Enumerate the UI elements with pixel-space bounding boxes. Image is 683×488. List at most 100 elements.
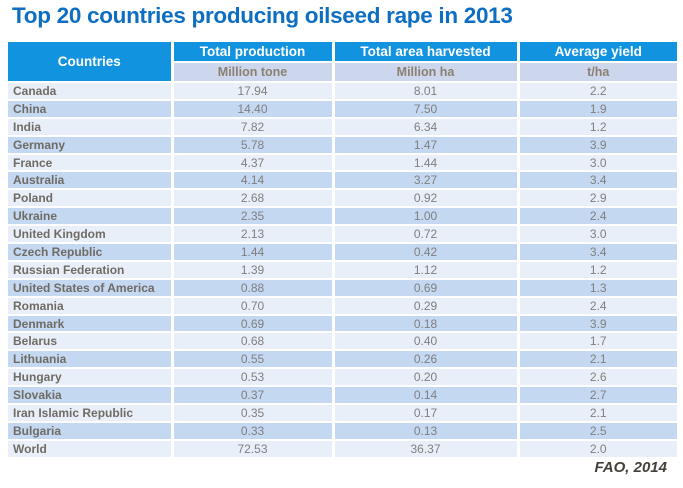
value-cell: 3.27	[333, 171, 520, 191]
oilseed-production-table: Countries Total production Total area ha…	[8, 42, 677, 459]
table-row: Romania 0.70 0.29 2.4	[8, 296, 677, 316]
value-cell: 2.68	[172, 189, 335, 209]
value-cell: 1.47	[333, 135, 520, 155]
country-cell: Bulgaria	[8, 421, 174, 441]
table-row: Germany 5.78 1.47 3.9	[8, 135, 677, 155]
table-row: China 14.40 7.50 1.9	[8, 99, 677, 119]
value-cell: 2.13	[172, 225, 335, 245]
value-cell: 6.34	[333, 117, 520, 137]
country-cell: Hungary	[8, 368, 174, 388]
value-cell: 1.44	[333, 153, 520, 173]
value-cell: 3.0	[518, 153, 677, 173]
value-cell: 3.4	[518, 171, 677, 191]
unit-total-production: Million tone	[172, 62, 335, 83]
value-cell: 0.17	[333, 404, 520, 423]
value-cell: 17.94	[172, 82, 335, 101]
country-cell: Russian Federation	[8, 260, 174, 280]
value-cell: 0.26	[333, 350, 520, 370]
value-cell: 1.9	[518, 99, 677, 119]
table-row: Russian Federation 1.39 1.12 1.2	[8, 260, 677, 280]
value-cell: 2.35	[172, 207, 335, 227]
value-cell: 0.70	[172, 296, 335, 316]
country-cell: France	[8, 153, 174, 173]
value-cell: 0.69	[333, 278, 520, 298]
country-cell: World	[8, 439, 174, 459]
table-body: Canada 17.94 8.01 2.2 China 14.40 7.50 1.9 India…	[8, 82, 677, 459]
value-cell: 0.13	[333, 421, 520, 441]
value-cell: 0.29	[333, 296, 520, 316]
country-cell: Poland	[8, 189, 174, 209]
value-cell: 3.9	[518, 314, 677, 334]
table-row: Australia 4.14 3.27 3.4	[8, 171, 677, 191]
value-cell: 0.35	[172, 404, 335, 423]
column-header-total-production: Total production	[172, 42, 335, 63]
value-cell: 1.00	[333, 207, 520, 227]
country-cell: Romania	[8, 296, 174, 316]
page-title: Top 20 countries producing oilseed rape …	[12, 3, 513, 28]
value-cell: 1.2	[518, 260, 677, 280]
source-citation: FAO, 2014	[594, 459, 667, 476]
value-cell: 3.0	[518, 225, 677, 245]
header-row-labels: Countries Total production Total area ha…	[8, 42, 677, 83]
value-cell: 2.1	[518, 350, 677, 370]
value-cell: 1.3	[518, 278, 677, 298]
column-header-total-area-harvested: Total area harvested	[333, 42, 520, 63]
value-cell: 1.44	[172, 243, 335, 262]
value-cell: 7.82	[172, 117, 335, 137]
value-cell: 0.40	[333, 332, 520, 352]
table-row: United Kingdom 2.13 0.72 3.0	[8, 225, 677, 245]
value-cell: 2.4	[518, 296, 677, 316]
value-cell: 0.88	[172, 278, 335, 298]
value-cell: 14.40	[172, 99, 335, 119]
value-cell: 1.39	[172, 260, 335, 280]
country-cell: Lithuania	[8, 350, 174, 370]
table-row: Hungary 0.53 0.20 2.6	[8, 368, 677, 388]
table-row: World 72.53 36.37 2.0	[8, 439, 677, 459]
country-cell: Belarus	[8, 332, 174, 352]
country-cell: Slovakia	[8, 386, 174, 406]
value-cell: 7.50	[333, 99, 520, 119]
value-cell: 0.55	[172, 350, 335, 370]
table-row: Ukraine 2.35 1.00 2.4	[8, 207, 677, 227]
column-header-average-yield: Average yield	[518, 42, 677, 63]
value-cell: 36.37	[333, 439, 520, 459]
country-cell: Germany	[8, 135, 174, 155]
value-cell: 2.6	[518, 368, 677, 388]
value-cell: 4.14	[172, 171, 335, 191]
value-cell: 3.9	[518, 135, 677, 155]
value-cell: 2.5	[518, 421, 677, 441]
table-row: Slovakia 0.37 0.14 2.7	[8, 386, 677, 406]
value-cell: 2.7	[518, 386, 677, 406]
column-header-countries: Countries	[8, 42, 174, 83]
table-row: Bulgaria 0.33 0.13 2.5	[8, 421, 677, 441]
value-cell: 0.33	[172, 421, 335, 441]
table-row: United States of America 0.88 0.69 1.3	[8, 278, 677, 298]
value-cell: 0.53	[172, 368, 335, 388]
country-cell: Canada	[8, 82, 174, 101]
table-row: Czech Republic 1.44 0.42 3.4	[8, 243, 677, 262]
country-cell: India	[8, 117, 174, 137]
value-cell: 72.53	[172, 439, 335, 459]
header-row-units: Million tone Million ha t/ha	[8, 62, 677, 83]
table-row: India 7.82 6.34 1.2	[8, 117, 677, 137]
value-cell: 2.9	[518, 189, 677, 209]
country-cell: Czech Republic	[8, 243, 174, 262]
value-cell: 0.37	[172, 386, 335, 406]
value-cell: 0.92	[333, 189, 520, 209]
value-cell: 0.18	[333, 314, 520, 334]
table-row: Canada 17.94 8.01 2.2	[8, 82, 677, 101]
value-cell: 0.69	[172, 314, 335, 334]
country-cell: China	[8, 99, 174, 119]
table-row: Lithuania 0.55 0.26 2.1	[8, 350, 677, 370]
country-cell: Ukraine	[8, 207, 174, 227]
value-cell: 0.68	[172, 332, 335, 352]
value-cell: 5.78	[172, 135, 335, 155]
value-cell: 0.20	[333, 368, 520, 388]
table-row: Belarus 0.68 0.40 1.7	[8, 332, 677, 352]
country-cell: Iran Islamic Republic	[8, 404, 174, 423]
table-row: Iran Islamic Republic 0.35 0.17 2.1	[8, 404, 677, 423]
value-cell: 3.4	[518, 243, 677, 262]
table-row: Poland 2.68 0.92 2.9	[8, 189, 677, 209]
unit-average-yield: t/ha	[518, 62, 677, 83]
